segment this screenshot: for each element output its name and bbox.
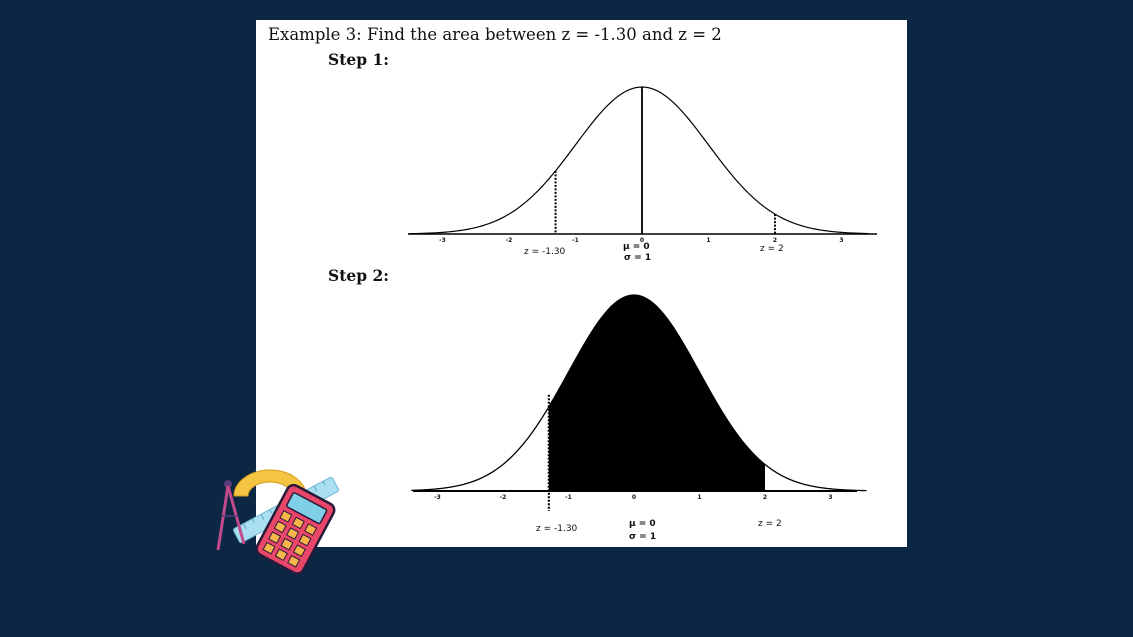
step-1-tick-label: -3 (439, 237, 446, 244)
step-1-bell-curve (409, 86, 869, 235)
step-2-z-left-label: z = -1.30 (536, 524, 578, 534)
step-2-tick-label: 3 (828, 494, 832, 501)
step-2-mu-label: μ = 0 (629, 519, 656, 529)
step-2-z-right-label: z = 2 (758, 519, 782, 529)
step-2-tick-label: -1 (565, 494, 572, 501)
step-2-tick-label: -2 (500, 494, 507, 501)
step-2-tick-label: -3 (434, 494, 441, 501)
step-1-tick-label: 2 (773, 237, 777, 244)
step-2-shaded-area (548, 295, 765, 491)
step-1-tick-label: 3 (839, 237, 843, 244)
step-2-tick-label: 0 (632, 494, 636, 501)
step-1-z-left-label: z = -1.30 (524, 247, 566, 257)
step-1-normal-curve: -3 -2 -1 0 1 2 3 z = -1.30 μ = 0 σ = 1 z = 2 (408, 86, 877, 263)
step-1-tick-label: 1 (706, 237, 710, 244)
step-1-tick-label: -1 (572, 237, 579, 244)
step-1-z-right-label: z = 2 (760, 244, 784, 254)
compass-icon (216, 480, 246, 551)
step-2-tick-label: 1 (697, 494, 701, 501)
step-1-mu-label: μ = 0 (623, 242, 650, 252)
step-1-heading: Step 1: (328, 50, 389, 69)
step-2-tick-label: 2 (763, 494, 767, 501)
step-2-bell-curve (411, 294, 867, 492)
worksheet-card: Example 3: Find the area between z = -1.… (256, 20, 907, 547)
step-1-sigma-label: σ = 1 (624, 253, 651, 263)
step-1-tick-label: -2 (506, 237, 513, 244)
example-title: Example 3: Find the area between z = -1.… (268, 25, 722, 44)
math-tools-illustration (216, 469, 339, 575)
calculator-icon (255, 483, 336, 575)
step-2-normal-curve: -3 -2 -1 0 1 2 3 z = -1.30 μ = 0 σ = 1 z = 2 (411, 294, 867, 542)
step-1-tick-label: 0 (640, 237, 644, 244)
step-2-heading: Step 2: (328, 266, 389, 285)
step-2-sigma-label: σ = 1 (629, 532, 656, 542)
